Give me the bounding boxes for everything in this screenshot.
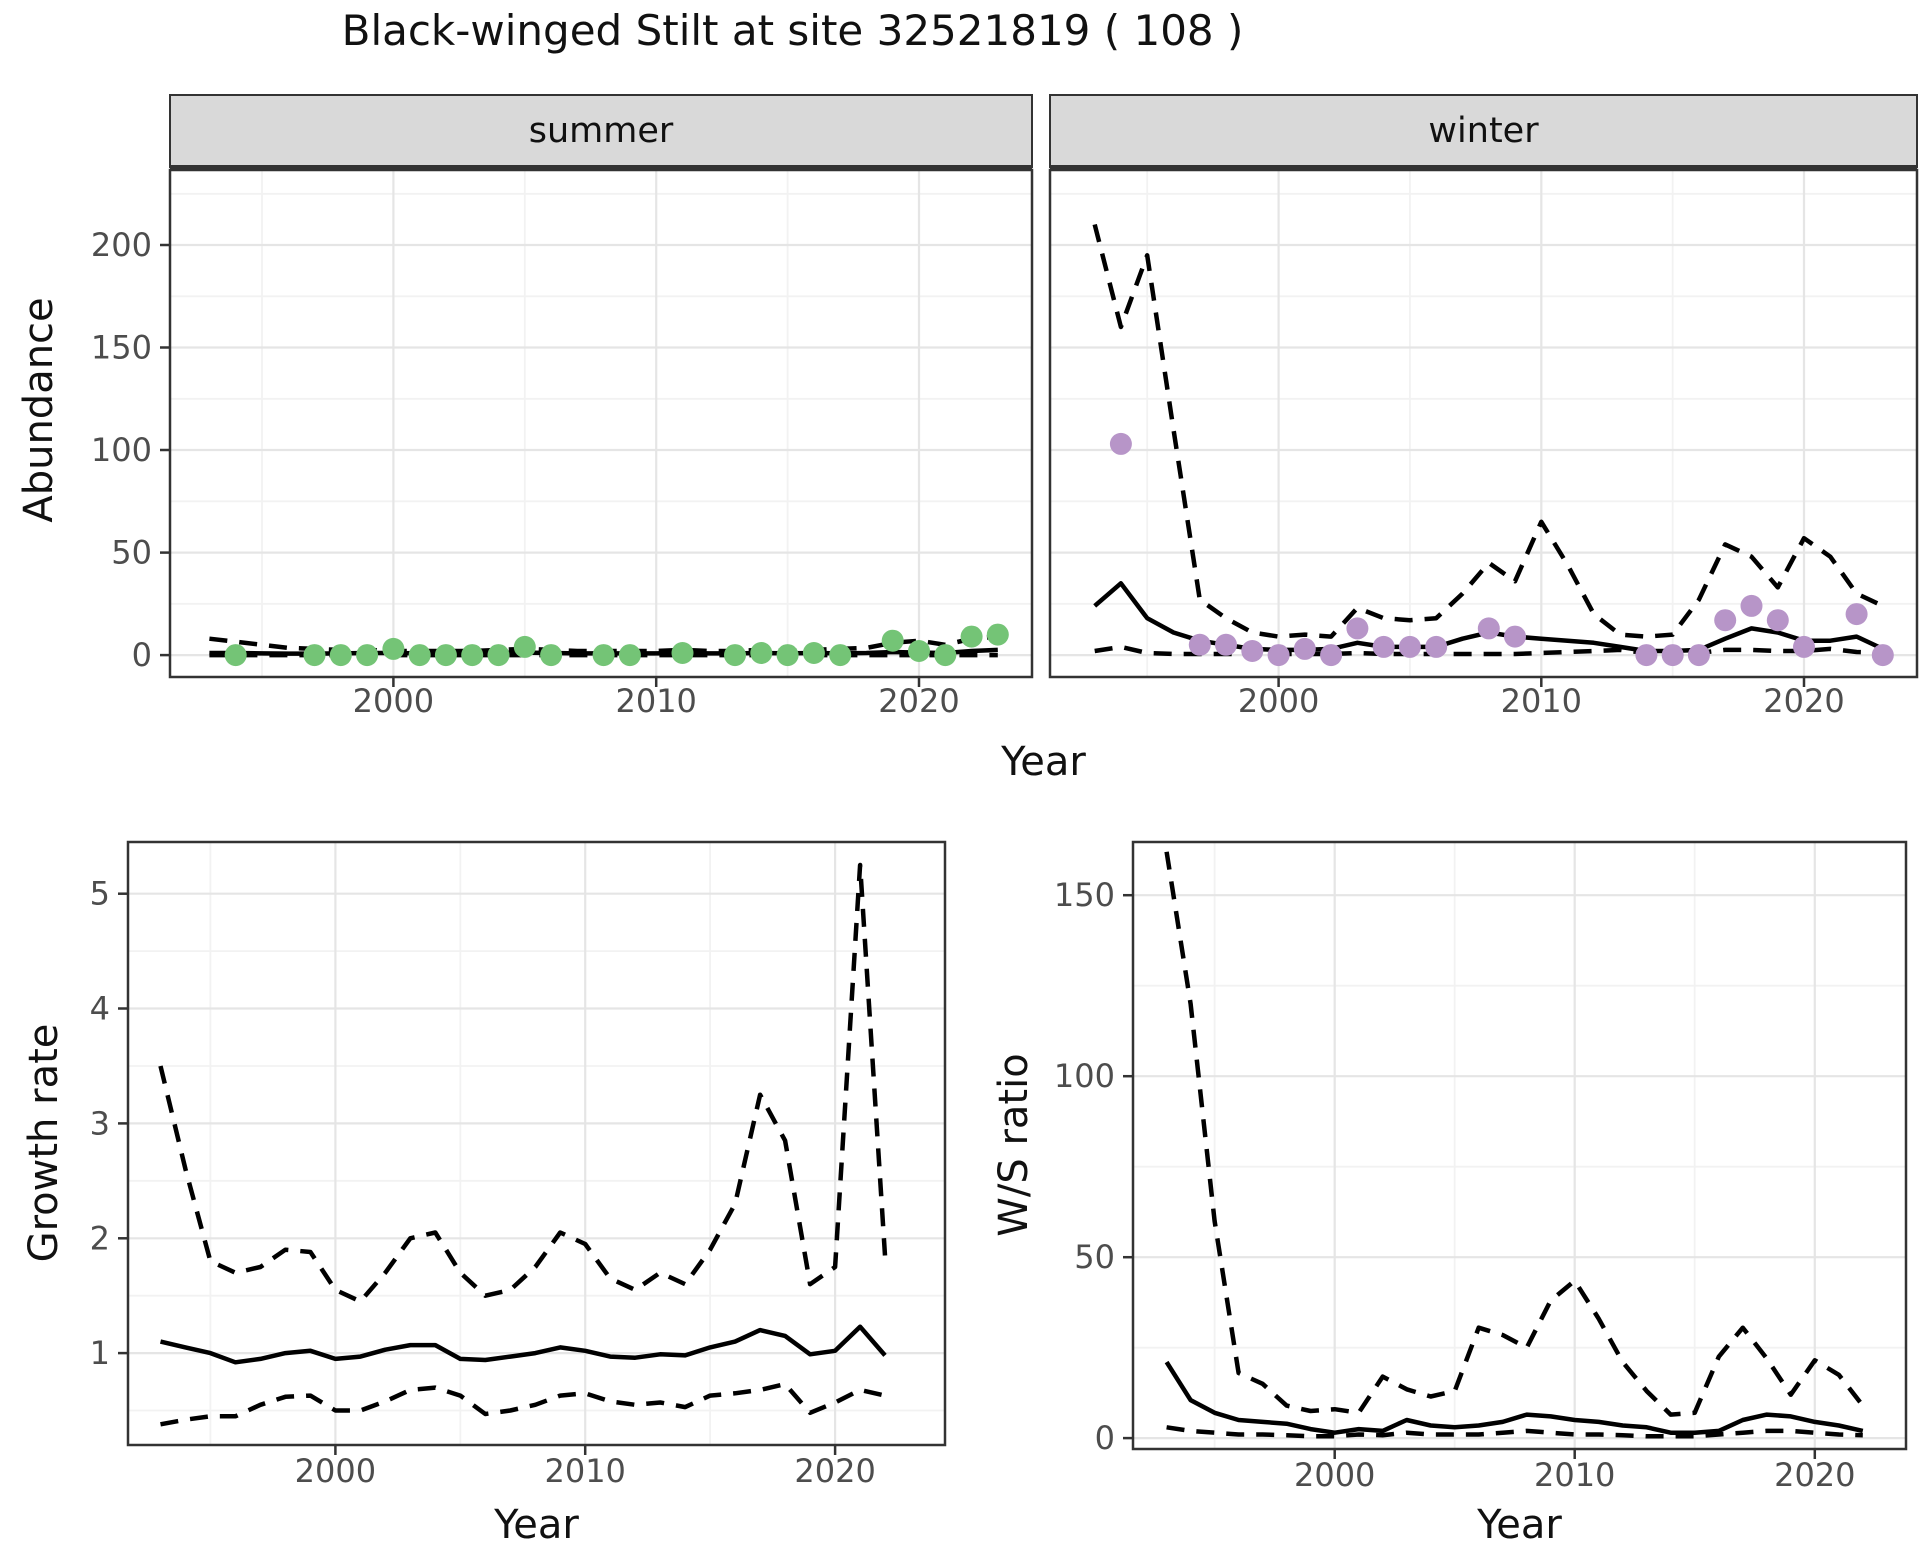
svg-text:2020: 2020 <box>878 682 959 720</box>
growth-rate-chart: 2000 2010 2020 1 2 3 4 5 <box>90 840 947 1490</box>
svg-text:winter: winter <box>1428 111 1539 151</box>
svg-text:2000: 2000 <box>1294 1456 1375 1494</box>
svg-text:2: 2 <box>90 1219 110 1257</box>
abundance-x-axis-title: Year <box>1001 739 1086 785</box>
svg-text:50: 50 <box>1074 1238 1115 1276</box>
svg-text:100: 100 <box>91 431 152 469</box>
svg-text:50: 50 <box>111 534 152 572</box>
svg-text:2010: 2010 <box>544 1452 625 1490</box>
svg-text:summer: summer <box>529 111 674 151</box>
svg-text:2010: 2010 <box>615 682 696 720</box>
svg-text:100: 100 <box>1054 1057 1115 1095</box>
abundance-summer-facet-chart: 2000 2010 2020 0 50 100 150 200 summer <box>91 94 1034 720</box>
abundance-winter-facet-chart: 2000 2010 2020 winter <box>1048 94 1919 720</box>
svg-text:2000: 2000 <box>353 682 434 720</box>
page-title: Black-winged Stilt at site 32521819 ( 10… <box>341 6 1244 55</box>
svg-text:150: 150 <box>1054 876 1115 914</box>
svg-text:2020: 2020 <box>1774 1456 1855 1494</box>
svg-text:0: 0 <box>132 636 152 674</box>
svg-text:200: 200 <box>91 226 152 264</box>
ws-ratio-x-axis-title: Year <box>1477 1502 1562 1548</box>
svg-text:1: 1 <box>90 1334 110 1372</box>
svg-text:2020: 2020 <box>1763 682 1844 720</box>
svg-text:4: 4 <box>90 990 110 1028</box>
svg-text:3: 3 <box>90 1104 110 1142</box>
svg-text:2010: 2010 <box>1534 1456 1615 1494</box>
svg-text:2010: 2010 <box>1501 682 1582 720</box>
growth-rate-x-axis-title: Year <box>494 1502 579 1548</box>
svg-text:2020: 2020 <box>794 1452 875 1490</box>
svg-text:0: 0 <box>1095 1419 1115 1457</box>
ws-ratio-chart: 2000 2010 2020 0 50 100 150 <box>1054 840 1908 1494</box>
svg-text:5: 5 <box>90 875 110 913</box>
svg-text:2000: 2000 <box>295 1452 376 1490</box>
svg-text:150: 150 <box>91 329 152 367</box>
svg-text:2000: 2000 <box>1238 682 1319 720</box>
